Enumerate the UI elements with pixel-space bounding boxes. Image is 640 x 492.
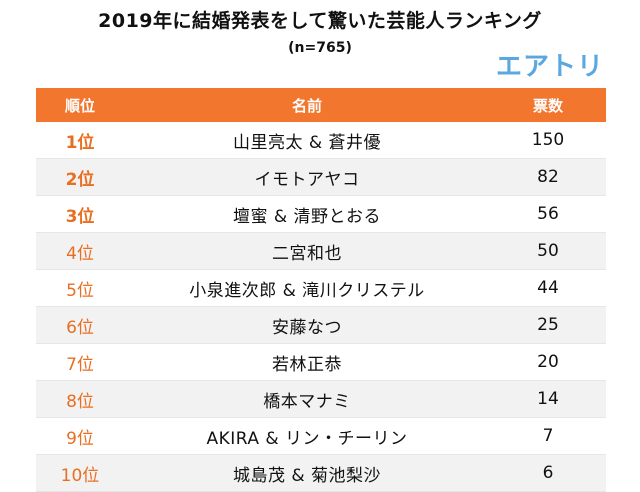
table-row: 1位 山里亮太 & 蒼井優 150 xyxy=(36,122,606,159)
ranking-table: 順位 名前 票数 1位 山里亮太 & 蒼井優 150 2位 イモトアヤコ 82 3位 壇蜜 &… xyxy=(36,88,606,492)
name-cell: 城島茂 & 菊池梨沙 xyxy=(124,454,490,492)
rank-cell: 5位 xyxy=(36,269,124,307)
table-row: 7位 若林正恭 20 xyxy=(36,343,606,381)
rank-cell: 7位 xyxy=(36,343,124,381)
name-cell: 小泉進次郎 & 滝川クリステル xyxy=(124,269,490,307)
votes-cell: 20 xyxy=(490,343,606,381)
table-row: 10位 城島茂 & 菊池梨沙 6 xyxy=(36,454,606,492)
votes-cell: 56 xyxy=(490,195,606,233)
votes-cell: 6 xyxy=(490,454,606,492)
rank-cell: 9位 xyxy=(36,417,124,455)
table-row: 6位 安藤なつ 25 xyxy=(36,306,606,344)
votes-cell: 44 xyxy=(490,269,606,307)
votes-cell: 150 xyxy=(490,122,606,159)
name-cell: イモトアヤコ xyxy=(124,158,490,196)
votes-cell: 14 xyxy=(490,380,606,418)
rank-cell: 10位 xyxy=(36,454,124,492)
table-row: 9位 AKIRA & リン・チーリン 7 xyxy=(36,417,606,455)
sample-size: (n=765) xyxy=(288,40,352,56)
name-cell: 山里亮太 & 蒼井優 xyxy=(124,122,490,159)
rank-cell: 1位 xyxy=(36,122,124,159)
table-row: 4位 二宮和也 50 xyxy=(36,232,606,270)
name-cell: 若林正恭 xyxy=(124,343,490,381)
votes-cell: 25 xyxy=(490,306,606,344)
votes-cell: 7 xyxy=(490,417,606,455)
chart-title: 2019年に結婚発表をして驚いた芸能人ランキング xyxy=(98,10,542,32)
table-header: 順位 名前 票数 xyxy=(36,88,606,122)
name-cell: 二宮和也 xyxy=(124,232,490,270)
name-cell: 壇蜜 & 清野とおる xyxy=(124,195,490,233)
header-rank: 順位 xyxy=(36,88,124,122)
table-row: 3位 壇蜜 & 清野とおる 56 xyxy=(36,195,606,233)
votes-cell: 82 xyxy=(490,158,606,196)
votes-cell: 50 xyxy=(490,232,606,270)
header-name: 名前 xyxy=(124,88,490,122)
table-row: 5位 小泉進次郎 & 滝川クリステル 44 xyxy=(36,269,606,307)
name-cell: 安藤なつ xyxy=(124,306,490,344)
rank-cell: 2位 xyxy=(36,158,124,196)
header-votes: 票数 xyxy=(490,88,606,122)
name-cell: AKIRA & リン・チーリン xyxy=(124,417,490,455)
name-cell: 橋本マナミ xyxy=(124,380,490,418)
brand-logo: エアトリ xyxy=(495,52,604,82)
rank-cell: 8位 xyxy=(36,380,124,418)
rank-cell: 6位 xyxy=(36,306,124,344)
table-row: 8位 橋本マナミ 14 xyxy=(36,380,606,418)
rank-cell: 4位 xyxy=(36,232,124,270)
table-row: 2位 イモトアヤコ 82 xyxy=(36,158,606,196)
rank-cell: 3位 xyxy=(36,195,124,233)
